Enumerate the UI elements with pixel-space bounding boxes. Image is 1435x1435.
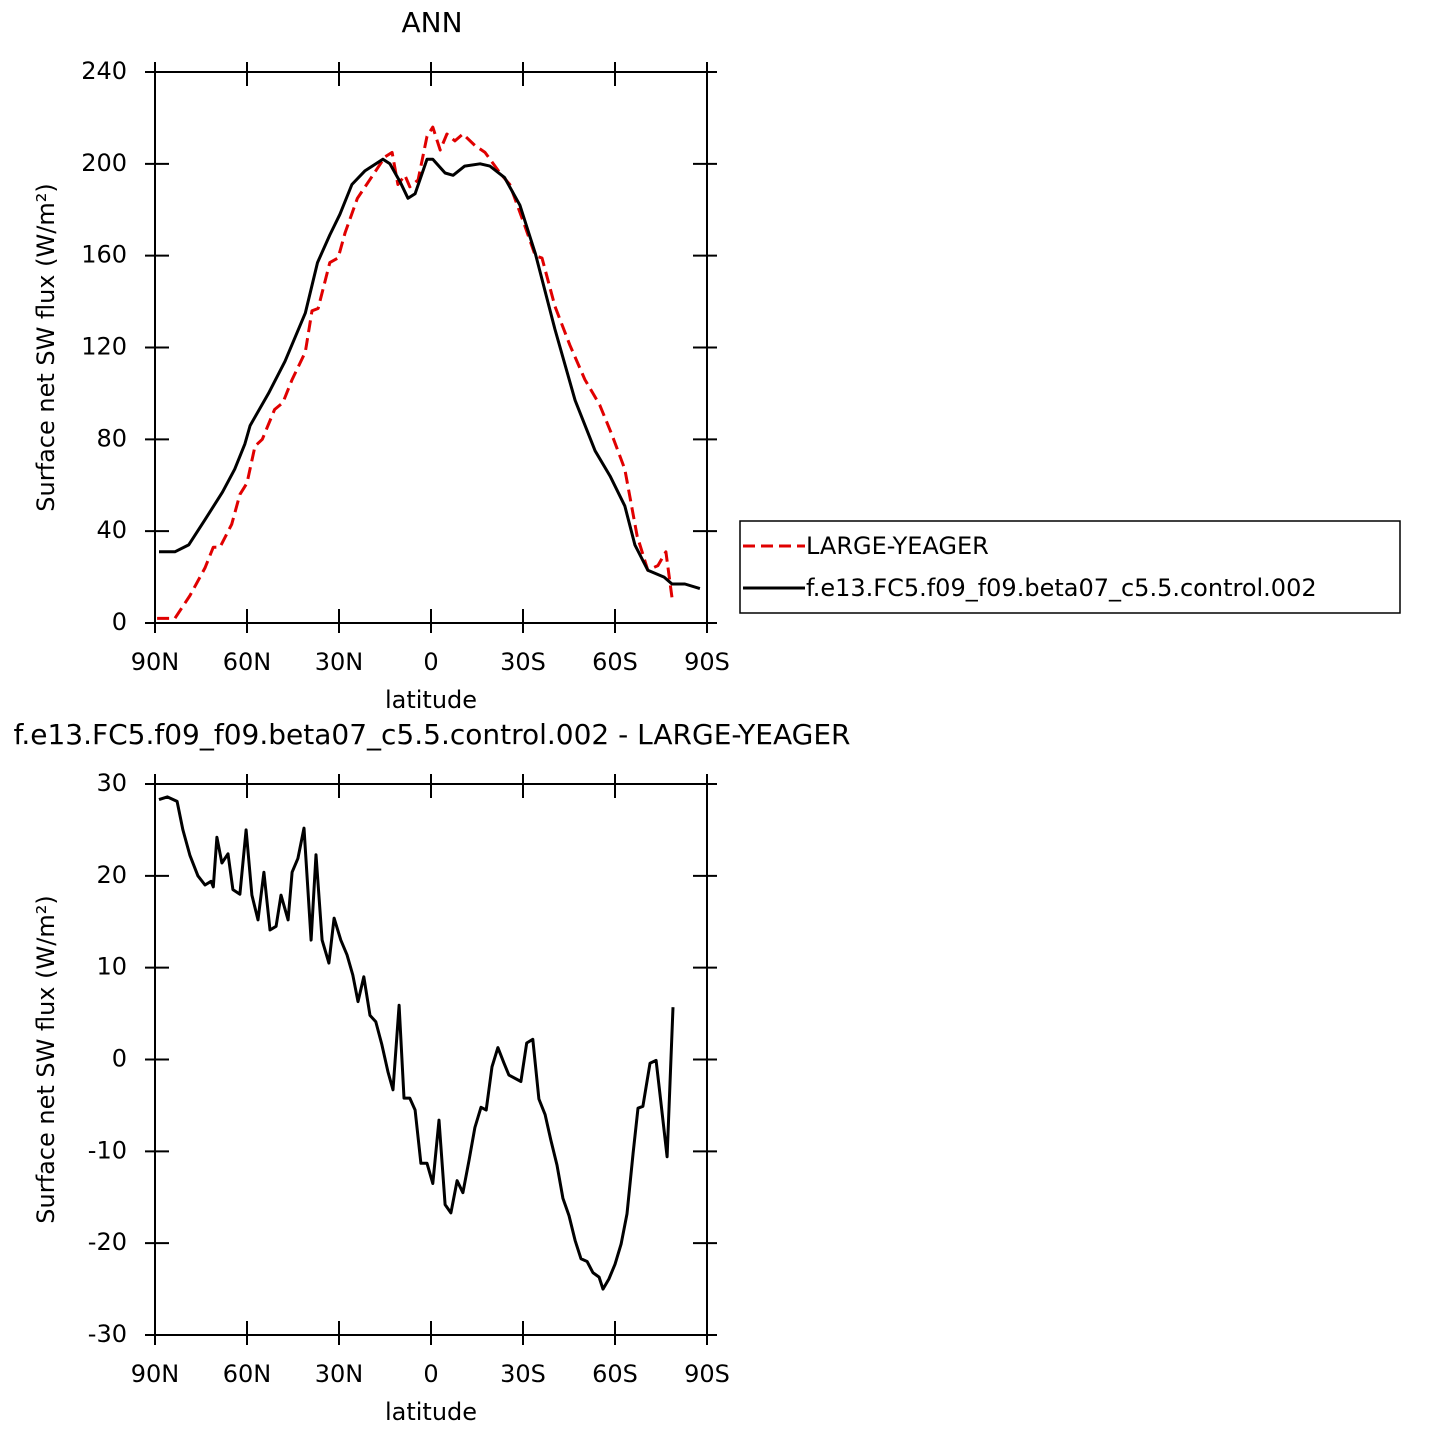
y-tick-label: -10 bbox=[88, 1136, 127, 1164]
y-tick-label: -30 bbox=[88, 1320, 127, 1348]
y-tick-label: 30 bbox=[96, 769, 127, 797]
y-tick-label: 0 bbox=[112, 1045, 127, 1073]
x-tick-label: 60N bbox=[223, 648, 272, 676]
data-line bbox=[157, 125, 674, 620]
x-tick-label: 90S bbox=[684, 1360, 730, 1388]
legend-box bbox=[739, 520, 1401, 614]
y-tick-label: 120 bbox=[81, 333, 127, 361]
y-tick-label: 200 bbox=[81, 149, 127, 177]
y-tick-label: 40 bbox=[96, 516, 127, 544]
x-tick-label: 90S bbox=[684, 648, 730, 676]
plot-frame bbox=[154, 71, 708, 624]
x-tick-label: 60S bbox=[592, 1360, 638, 1388]
x-tick-label: 60N bbox=[223, 1360, 272, 1388]
x-tick-label: 90N bbox=[131, 648, 180, 676]
y-tick-label: 160 bbox=[81, 241, 127, 269]
chart-title: ANN bbox=[401, 6, 462, 39]
x-tick-label: 30N bbox=[315, 1360, 364, 1388]
plot-frame bbox=[154, 783, 708, 1336]
x-tick-label: 0 bbox=[423, 1360, 438, 1388]
y-tick-label: 10 bbox=[96, 953, 127, 981]
x-tick-label: 30S bbox=[500, 1360, 546, 1388]
data-line bbox=[159, 157, 701, 591]
y-axis-label: Surface net SW flux (W/m²) bbox=[32, 895, 60, 1223]
y-axis-label: Surface net SW flux (W/m²) bbox=[32, 183, 60, 511]
x-tick-label: 30S bbox=[500, 648, 546, 676]
x-tick-label: 60S bbox=[592, 648, 638, 676]
y-tick-label: 20 bbox=[96, 861, 127, 889]
y-tick-label: 0 bbox=[112, 608, 127, 636]
legend-label: LARGE-YEAGER bbox=[806, 532, 989, 560]
x-axis-label: latitude bbox=[385, 1398, 477, 1426]
x-tick-label: 30N bbox=[315, 648, 364, 676]
y-tick-label: 240 bbox=[81, 57, 127, 85]
y-tick-label: -20 bbox=[88, 1228, 127, 1256]
x-tick-label: 90N bbox=[131, 1360, 180, 1388]
x-axis-label: latitude bbox=[385, 686, 477, 714]
data-line bbox=[158, 795, 675, 1291]
legend-label: f.e13.FC5.f09_f09.beta07_c5.5.control.00… bbox=[806, 574, 1317, 602]
y-tick-label: 80 bbox=[96, 424, 127, 452]
x-tick-label: 0 bbox=[423, 648, 438, 676]
chart-title: f.e13.FC5.f09_f09.beta07_c5.5.control.00… bbox=[14, 718, 851, 751]
